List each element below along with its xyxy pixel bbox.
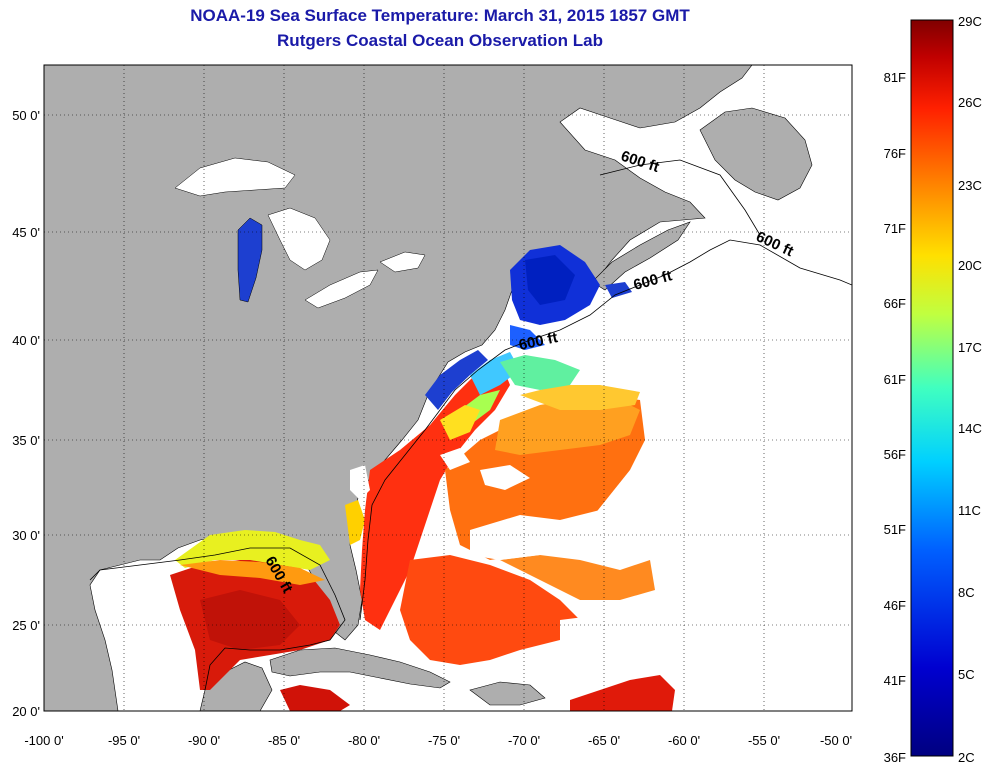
colorbar-gradient bbox=[910, 19, 954, 757]
lon-label: -90 0' bbox=[188, 733, 220, 748]
graticule bbox=[44, 65, 852, 711]
lon-label: -80 0' bbox=[348, 733, 380, 748]
lake-superior bbox=[174, 157, 296, 197]
isobath-600ft bbox=[89, 159, 852, 691]
lat-label: 45 0' bbox=[12, 225, 40, 240]
land-hispaniola bbox=[469, 681, 546, 706]
lon-label: -70 0' bbox=[508, 733, 540, 748]
colorbar-c-label: 29C bbox=[958, 14, 982, 29]
lon-axis: -100 0' -95 0' -90 0' -85 0' -80 0' -75 … bbox=[24, 733, 852, 748]
colorbar-c-label: 8C bbox=[958, 585, 975, 600]
colorbar-f-label: 36F bbox=[884, 750, 906, 765]
map-subtitle: Rutgers Coastal Ocean Observation Lab bbox=[277, 31, 603, 50]
land-nova-scotia bbox=[591, 221, 691, 291]
colorbar-f-label: 61F bbox=[884, 372, 906, 387]
lon-label: -55 0' bbox=[748, 733, 780, 748]
colorbar-f-label: 41F bbox=[884, 673, 906, 688]
colorbar-f-label: 71F bbox=[884, 221, 906, 236]
colorbar-f-label: 46F bbox=[884, 598, 906, 613]
colorbar-c-label: 23C bbox=[958, 178, 982, 193]
lat-label: 30 0' bbox=[12, 528, 40, 543]
lat-axis: 50 0' 45 0' 40 0' 35 0' 30 0' 25 0' 20 0… bbox=[12, 108, 40, 719]
lon-label: -100 0' bbox=[24, 733, 63, 748]
colorbar-c-label: 5C bbox=[958, 667, 975, 682]
lake-huron bbox=[267, 207, 331, 271]
colorbar-c-label: 26C bbox=[958, 95, 982, 110]
colorbar-f-label: 76F bbox=[884, 146, 906, 161]
colorbar-c-label: 11C bbox=[958, 503, 981, 518]
colorbar-c-label: 2C bbox=[958, 750, 975, 765]
lat-label: 50 0' bbox=[12, 108, 40, 123]
lat-label: 20 0' bbox=[12, 704, 40, 719]
colorbar-c-label: 14C bbox=[958, 421, 982, 436]
sst-data-layer bbox=[170, 245, 675, 711]
lon-label: -65 0' bbox=[588, 733, 620, 748]
lat-label: 25 0' bbox=[12, 618, 40, 633]
land-cuba bbox=[269, 647, 451, 689]
lake-michigan bbox=[237, 217, 263, 303]
lon-label: -95 0' bbox=[108, 733, 140, 748]
colorbar-f-label: 66F bbox=[884, 296, 906, 311]
lat-label: 35 0' bbox=[12, 433, 40, 448]
colorbar-f-label: 81F bbox=[884, 70, 906, 85]
lake-ontario bbox=[379, 251, 426, 273]
colorbar: 81F 76F 71F 66F 61F 56F 51F 46F 41F 36F … bbox=[884, 14, 982, 765]
lon-label: -60 0' bbox=[668, 733, 700, 748]
colorbar-c-label: 20C bbox=[958, 258, 982, 273]
lon-label: -75 0' bbox=[428, 733, 460, 748]
colorbar-f-label: 51F bbox=[884, 522, 906, 537]
lake-erie bbox=[304, 269, 379, 309]
lat-label: 40 0' bbox=[12, 333, 40, 348]
colorbar-f-label: 56F bbox=[884, 447, 906, 462]
lon-label: -85 0' bbox=[268, 733, 300, 748]
lon-label: -50 0' bbox=[820, 733, 852, 748]
map-title: NOAA-19 Sea Surface Temperature: March 3… bbox=[190, 6, 690, 25]
land-newfoundland bbox=[699, 107, 813, 201]
colorbar-c-label: 17C bbox=[958, 340, 982, 355]
